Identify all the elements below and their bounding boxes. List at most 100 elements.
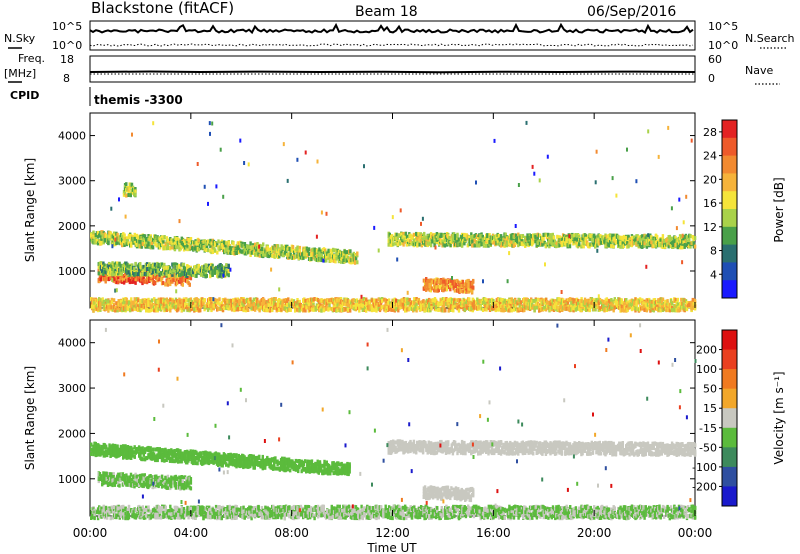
echo-cell: [289, 308, 292, 312]
echo-cell: [521, 242, 525, 247]
echo-cell: [408, 297, 411, 302]
echo-cell: [167, 307, 171, 312]
echo-cell: [142, 276, 145, 281]
echo-cell: [318, 253, 321, 257]
echo-cell: [425, 277, 428, 281]
echo-cell: [346, 303, 350, 307]
echo-cell: [180, 308, 183, 313]
echo-cell: [195, 273, 198, 278]
echo-cell: [287, 297, 290, 302]
echo-cell: [249, 241, 252, 246]
echo-cell: [101, 269, 104, 274]
echo-cell: [672, 240, 675, 245]
echo-cell: [512, 239, 515, 244]
echo-cell: [350, 253, 353, 258]
echo-cell: [370, 298, 374, 303]
echo-cell: [484, 300, 487, 305]
echo-cell: [307, 302, 311, 307]
echo-cell: [402, 242, 405, 247]
echo-cell: [423, 303, 426, 308]
echo-cell: [154, 281, 157, 285]
echo-cell: [161, 242, 164, 247]
echo-cell: [120, 271, 123, 276]
echo-cell: [243, 242, 247, 246]
echo-cell: [363, 305, 367, 310]
echo-cell: [540, 239, 543, 243]
echo-cell: [220, 264, 223, 269]
echo-cell: [218, 302, 221, 307]
echo-cell: [242, 302, 245, 307]
echo-cell: [189, 237, 193, 241]
echo-cell: [126, 304, 130, 309]
echo-cell: [163, 262, 166, 267]
echo-cell: [167, 273, 171, 278]
echo-cell: [320, 308, 323, 313]
echo-cell: [274, 302, 277, 307]
echo-cell: [175, 271, 179, 276]
echo-cell: [312, 300, 315, 305]
echo-cell: [95, 238, 99, 243]
echo-cell: [257, 303, 260, 308]
echo-cell: [536, 235, 539, 240]
echo-cell: [423, 284, 427, 289]
echo-cell: [118, 261, 121, 266]
echo-cell: [345, 258, 349, 263]
echo-cell: [431, 239, 434, 244]
echo-cell: [131, 187, 135, 192]
echo-cell: [437, 278, 440, 283]
echo-cell: [608, 233, 612, 238]
echo-cell: [196, 264, 199, 269]
echo-cell: [101, 297, 104, 302]
echo-cell: [96, 241, 100, 246]
echo-cell: [137, 266, 141, 271]
echo-cell: [457, 280, 460, 285]
date-title: 06/Sep/2016: [587, 4, 676, 20]
echo-cell: [167, 302, 171, 307]
echo-cell: [162, 281, 165, 285]
echo-cell: [125, 193, 128, 198]
echo-cell: [499, 241, 503, 245]
echo-cell: [387, 307, 391, 312]
echo-cell: [211, 263, 214, 268]
echo-cell: [395, 305, 399, 310]
echo-cell: [294, 304, 297, 309]
echo-cell: [352, 298, 355, 303]
echo-cell: [550, 235, 553, 240]
echo-cell: [361, 303, 364, 308]
echo-cell: [115, 237, 118, 241]
echo-cell: [687, 241, 690, 246]
echo-cell: [134, 261, 137, 266]
echo-cell: [165, 308, 168, 312]
echo-cell: [387, 298, 391, 303]
echo-cell: [492, 306, 495, 311]
echo-cell: [619, 241, 622, 245]
echo-cell: [496, 241, 499, 246]
echo-cell: [328, 303, 331, 308]
echo-cell: [196, 306, 199, 311]
echo-cell: [195, 297, 198, 302]
echo-cell: [288, 303, 291, 308]
echo-cell: [418, 237, 421, 242]
echo-cell: [172, 277, 175, 282]
echo-cell: [193, 307, 196, 312]
echo-cell: [368, 305, 371, 310]
echo-cell: [565, 239, 568, 244]
echo-cell: [140, 303, 143, 308]
echo-cell: [264, 302, 267, 307]
echo-cell: [150, 241, 154, 246]
echo-cell: [107, 241, 110, 246]
echo-cell: [102, 299, 105, 304]
echo-cell: [277, 298, 281, 302]
echo-cell: [222, 303, 226, 308]
echo-cell: [553, 239, 557, 244]
echo-cell: [116, 232, 119, 237]
echo-cell: [262, 242, 265, 247]
nave-tick-bottom: 0: [708, 72, 715, 85]
echo-cell: [512, 237, 515, 242]
echo-cell: [183, 277, 187, 282]
echo-cell: [107, 299, 110, 304]
echo-cell: [555, 244, 558, 249]
echo-cell: [100, 241, 103, 246]
nave-right-label: Nave: [745, 64, 773, 77]
